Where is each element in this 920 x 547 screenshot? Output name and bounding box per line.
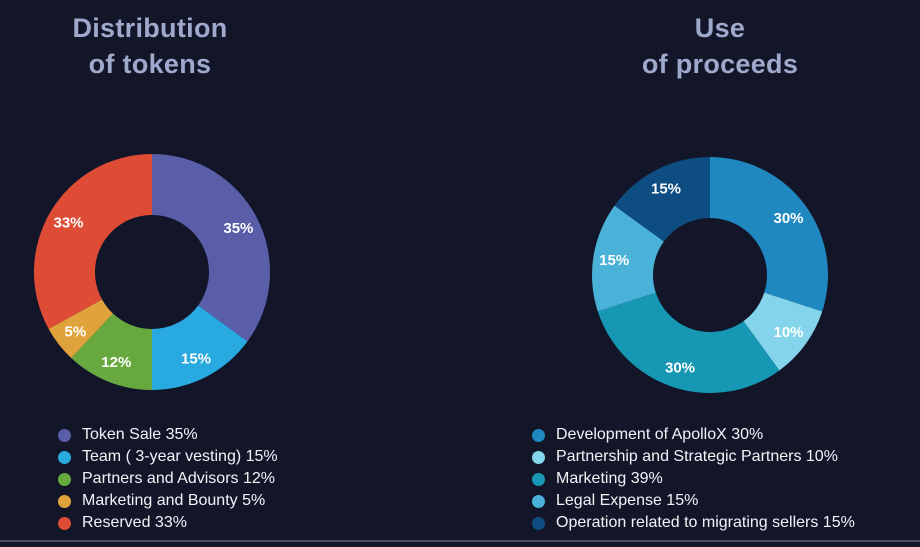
tokens-chart-title: Distribution of tokens (72, 13, 228, 80)
legend-dot (58, 516, 71, 530)
slice-label: 12% (101, 354, 131, 371)
legend-label: Development of ApolloX 30% (556, 426, 764, 443)
legend-label: Marketing and Bounty 5% (82, 492, 266, 509)
legend-item: Team ( 3-year vesting) 15% (58, 446, 278, 468)
legend-dot (58, 428, 71, 442)
legend-item: Partners and Advisors 12% (58, 468, 278, 490)
legend-item: Partnership and Strategic Partners 10% (532, 446, 855, 468)
legend-label: Legal Expense 15% (556, 492, 699, 509)
slice-label: 10% (773, 324, 803, 341)
legend-label: Partnership and Strategic Partners 10% (556, 448, 838, 465)
legend-label: Operation related to migrating sellers 1… (556, 514, 855, 531)
legend-item: Token Sale 35% (58, 424, 278, 446)
slice-label: 30% (773, 210, 803, 227)
legend-label: Team ( 3-year vesting) 15% (82, 448, 278, 465)
donut-slice (48, 299, 113, 359)
legend-dot (58, 472, 71, 486)
legend-label: Partners and Advisors 12% (82, 470, 275, 487)
donut-slice (743, 292, 823, 371)
donut-slice (710, 157, 828, 312)
donut-slice (152, 305, 248, 390)
legend-dot (58, 450, 71, 464)
slice-label: 5% (65, 324, 87, 341)
donut-slice (152, 154, 270, 342)
legend-item: Marketing and Bounty 5% (58, 490, 278, 512)
slice-label: 15% (181, 350, 211, 367)
slice-label: 15% (651, 181, 681, 198)
slice-label: 30% (665, 359, 695, 376)
donut-slice (614, 157, 710, 242)
donut-slice (71, 313, 152, 390)
legend-item: Operation related to migrating sellers 1… (532, 512, 855, 534)
tokens-donut-chart: 35% 15% 12% 5% 33% (34, 154, 270, 390)
legend-dot (532, 450, 545, 464)
proceeds-chart-title: Use of proceeds (641, 13, 799, 80)
proceeds-legend: Development of ApolloX 30% Partnership an… (532, 424, 855, 534)
donut-slice (597, 292, 780, 393)
legend-label: Token Sale 35% (82, 426, 198, 443)
tokens-legend: Token Sale 35% Team ( 3-year vesting) 15%… (58, 424, 278, 534)
legend-item: Legal Expense 15% (532, 490, 855, 512)
legend-item: Reserved 33% (58, 512, 278, 534)
legend-label: Reserved 33% (82, 514, 187, 531)
slice-label: 15% (599, 252, 629, 269)
slice-label: 35% (223, 220, 253, 237)
legend-label: Marketing 39% (556, 470, 663, 487)
slice-label: 33% (53, 215, 83, 232)
legend-item: Marketing 39% (532, 468, 855, 490)
donut-slice (592, 205, 664, 312)
legend-dot (532, 428, 545, 442)
legend-dot (532, 516, 545, 530)
donut-slice (34, 154, 153, 329)
proceeds-donut-chart: 30% 10% 30% 15% 15% (592, 157, 828, 393)
bottom-divider (0, 540, 920, 542)
legend-dot (58, 494, 71, 508)
legend-dot (532, 472, 545, 486)
legend-dot (532, 494, 545, 508)
legend-item: Development of ApolloX 30% (532, 424, 855, 446)
